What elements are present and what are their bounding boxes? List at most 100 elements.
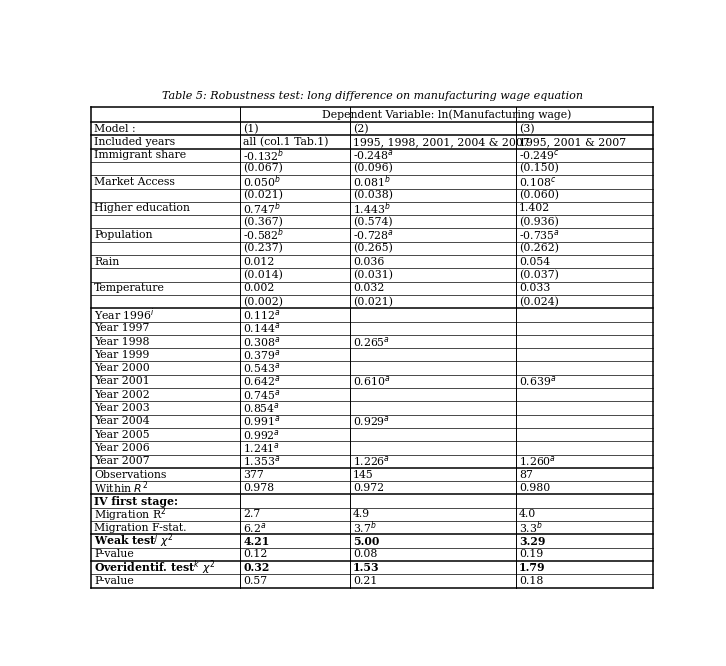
Text: Dependent Variable: ln(Manufacturing wage): Dependent Variable: ln(Manufacturing wag…	[322, 109, 571, 120]
Text: 1995, 2001 & 2007: 1995, 2001 & 2007	[519, 137, 626, 147]
Text: 0.747$^b$: 0.747$^b$	[243, 200, 281, 217]
Text: (2): (2)	[353, 123, 369, 134]
Text: Rain: Rain	[94, 256, 119, 266]
Text: 0.980: 0.980	[519, 483, 550, 493]
Text: -0.735$^a$: -0.735$^a$	[519, 228, 560, 242]
Text: 0.991$^a$: 0.991$^a$	[243, 414, 281, 428]
Text: Year 2001: Year 2001	[94, 376, 150, 386]
Text: Population: Population	[94, 230, 152, 240]
Text: 1.241$^a$: 1.241$^a$	[243, 441, 280, 455]
Text: 1.260$^a$: 1.260$^a$	[519, 454, 556, 468]
Text: 0.639$^a$: 0.639$^a$	[519, 374, 556, 388]
Text: 3.3$^b$: 3.3$^b$	[519, 519, 543, 536]
Text: 0.929$^a$: 0.929$^a$	[353, 414, 390, 428]
Text: 0.745$^a$: 0.745$^a$	[243, 388, 281, 402]
Text: Year 2005: Year 2005	[94, 430, 150, 440]
Text: 1.226$^a$: 1.226$^a$	[353, 454, 390, 468]
Text: 0.32: 0.32	[243, 562, 269, 573]
Text: -0.132$^b$: -0.132$^b$	[243, 147, 285, 164]
Text: (3): (3)	[519, 123, 534, 134]
Text: Year 2007: Year 2007	[94, 456, 150, 466]
Text: 5.00: 5.00	[353, 535, 379, 547]
Text: (0.037): (0.037)	[519, 270, 559, 280]
Text: 4.0: 4.0	[519, 509, 537, 519]
Text: (0.060): (0.060)	[519, 190, 559, 200]
Text: 1.353$^a$: 1.353$^a$	[243, 454, 281, 468]
Text: 4.21: 4.21	[243, 535, 269, 547]
Text: 3.29: 3.29	[519, 535, 545, 547]
Text: (0.936): (0.936)	[519, 216, 559, 227]
Text: Year 1998: Year 1998	[94, 336, 150, 346]
Text: (0.031): (0.031)	[353, 270, 393, 280]
Text: (0.265): (0.265)	[353, 243, 393, 254]
Text: (0.574): (0.574)	[353, 216, 393, 227]
Text: 2.7: 2.7	[243, 509, 261, 519]
Text: 0.610$^a$: 0.610$^a$	[353, 374, 391, 388]
Text: 0.642$^a$: 0.642$^a$	[243, 374, 281, 388]
Text: (1): (1)	[243, 123, 259, 134]
Text: Included years: Included years	[94, 137, 175, 147]
Text: 0.543$^a$: 0.543$^a$	[243, 361, 281, 375]
Text: 0.972: 0.972	[353, 483, 384, 493]
Text: Migration F-stat.: Migration F-stat.	[94, 523, 187, 533]
Text: (0.021): (0.021)	[243, 190, 283, 200]
Text: -0.728$^a$: -0.728$^a$	[353, 228, 394, 242]
Text: 0.054: 0.054	[519, 256, 550, 266]
Text: 0.992$^a$: 0.992$^a$	[243, 428, 280, 442]
Text: 0.012: 0.012	[243, 256, 274, 266]
Text: -0.248$^a$: -0.248$^a$	[353, 149, 393, 163]
Text: 6.2$^a$: 6.2$^a$	[243, 521, 266, 535]
Text: 3.7$^b$: 3.7$^b$	[353, 519, 377, 536]
Text: Table 5: Robustness test: long difference on manufacturing wage equation: Table 5: Robustness test: long differenc…	[162, 91, 582, 101]
Text: (0.237): (0.237)	[243, 243, 283, 254]
Text: (0.262): (0.262)	[519, 243, 559, 254]
Text: Observations: Observations	[94, 470, 166, 480]
Text: -0.249$^c$: -0.249$^c$	[519, 149, 560, 163]
Text: 0.002: 0.002	[243, 283, 274, 293]
Text: 1.53: 1.53	[353, 562, 380, 573]
Text: all (col.1 Tab.1): all (col.1 Tab.1)	[243, 137, 329, 147]
Text: (0.021): (0.021)	[353, 296, 393, 307]
Text: 0.854$^a$: 0.854$^a$	[243, 401, 280, 415]
Text: 145: 145	[353, 470, 374, 480]
Text: (0.150): (0.150)	[519, 163, 559, 174]
Text: 87: 87	[519, 470, 533, 480]
Text: Year 2004: Year 2004	[94, 416, 150, 426]
Text: (0.024): (0.024)	[519, 296, 559, 307]
Text: (0.096): (0.096)	[353, 163, 393, 174]
Text: 0.081$^b$: 0.081$^b$	[353, 174, 391, 190]
Text: Year 2002: Year 2002	[94, 390, 150, 400]
Text: 0.108$^c$: 0.108$^c$	[519, 175, 556, 189]
Text: 0.033: 0.033	[519, 283, 550, 293]
Text: 0.12: 0.12	[243, 549, 268, 559]
Text: Year 2000: Year 2000	[94, 363, 150, 373]
Text: 1995, 1998, 2001, 2004 & 2007: 1995, 1998, 2001, 2004 & 2007	[353, 137, 530, 147]
Text: P-value: P-value	[94, 549, 134, 559]
Text: Year 1997: Year 1997	[94, 323, 150, 333]
Text: -0.582$^b$: -0.582$^b$	[243, 227, 285, 243]
Text: Higher education: Higher education	[94, 204, 190, 214]
Text: Weak test$^j$ $\chi^2$: Weak test$^j$ $\chi^2$	[94, 531, 174, 550]
Text: 377: 377	[243, 470, 264, 480]
Text: 0.18: 0.18	[519, 576, 543, 586]
Text: 0.21: 0.21	[353, 576, 378, 586]
Text: Within $R^2$: Within $R^2$	[94, 480, 148, 496]
Text: 1.402: 1.402	[519, 204, 550, 214]
Text: 1.79: 1.79	[519, 562, 545, 573]
Text: Year 1996$^i$: Year 1996$^i$	[94, 306, 155, 323]
Text: 0.19: 0.19	[519, 549, 543, 559]
Text: 0.978: 0.978	[243, 483, 274, 493]
Text: 0.57: 0.57	[243, 576, 267, 586]
Text: Model :: Model :	[94, 124, 136, 134]
Text: (0.367): (0.367)	[243, 216, 283, 227]
Text: Temperature: Temperature	[94, 283, 165, 293]
Text: 0.036: 0.036	[353, 256, 384, 266]
Text: 0.308$^a$: 0.308$^a$	[243, 334, 281, 348]
Text: 0.050$^b$: 0.050$^b$	[243, 174, 281, 190]
Text: 0.379$^a$: 0.379$^a$	[243, 348, 281, 362]
Text: (0.067): (0.067)	[243, 163, 283, 174]
Text: Year 2003: Year 2003	[94, 403, 150, 413]
Text: (0.038): (0.038)	[353, 190, 393, 200]
Text: 4.9: 4.9	[353, 509, 370, 519]
Text: Migration R$^2$: Migration R$^2$	[94, 505, 166, 523]
